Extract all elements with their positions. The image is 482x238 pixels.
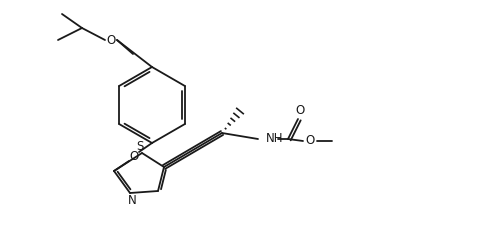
Text: O: O xyxy=(306,134,315,148)
Text: NH: NH xyxy=(266,133,283,145)
Text: O: O xyxy=(295,104,305,116)
Text: O: O xyxy=(107,34,116,46)
Text: S: S xyxy=(136,139,144,153)
Text: O: O xyxy=(129,150,139,164)
Text: N: N xyxy=(128,194,136,208)
